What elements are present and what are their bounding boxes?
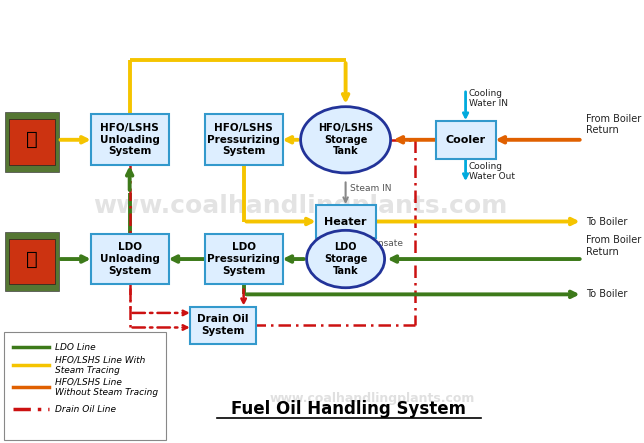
Text: Drain Oil
System: Drain Oil System [197, 315, 249, 336]
Text: To Boiler: To Boiler [585, 217, 627, 226]
Text: HFO/LSHS Line
Without Steam Tracing: HFO/LSHS Line Without Steam Tracing [55, 377, 158, 397]
FancyBboxPatch shape [6, 232, 59, 291]
Text: HFO/LSHS Line With
Steam Tracing: HFO/LSHS Line With Steam Tracing [55, 355, 145, 375]
FancyBboxPatch shape [9, 120, 55, 164]
FancyBboxPatch shape [9, 239, 55, 284]
Circle shape [301, 107, 391, 173]
Text: 🚃: 🚃 [26, 130, 38, 149]
FancyBboxPatch shape [6, 113, 59, 171]
FancyBboxPatch shape [316, 205, 375, 238]
Text: Condensate
Out: Condensate Out [350, 239, 404, 259]
Text: HFO/LSHS
Pressurizing
System: HFO/LSHS Pressurizing System [207, 123, 280, 156]
Text: www.coalhandlingplants.com: www.coalhandlingplants.com [93, 194, 508, 218]
Text: HFO/LSHS
Unloading
System: HFO/LSHS Unloading System [100, 123, 160, 156]
FancyBboxPatch shape [4, 332, 166, 440]
Text: From Boiler
Return: From Boiler Return [585, 235, 641, 257]
Text: To Boiler: To Boiler [585, 289, 627, 299]
Circle shape [307, 230, 384, 288]
FancyBboxPatch shape [205, 233, 283, 284]
FancyBboxPatch shape [189, 307, 256, 344]
FancyBboxPatch shape [91, 233, 169, 284]
Text: www.coalhandlingplants.com: www.coalhandlingplants.com [270, 392, 475, 404]
FancyBboxPatch shape [205, 114, 283, 165]
Text: Drain Oil Line: Drain Oil Line [55, 405, 116, 414]
Text: Steam IN: Steam IN [350, 184, 392, 193]
FancyBboxPatch shape [91, 114, 169, 165]
FancyBboxPatch shape [435, 121, 496, 159]
Text: From Boiler
Return: From Boiler Return [585, 114, 641, 136]
Text: HFO/LSHS
Storage
Tank: HFO/LSHS Storage Tank [318, 123, 373, 156]
Text: Cooling
Water IN: Cooling Water IN [469, 89, 507, 109]
Text: LDO Line: LDO Line [55, 343, 95, 352]
Text: Heater: Heater [325, 217, 367, 226]
Text: LDO
Storage
Tank: LDO Storage Tank [324, 242, 367, 276]
Text: LDO
Pressurizing
System: LDO Pressurizing System [207, 242, 280, 276]
Text: Cooling
Water Out: Cooling Water Out [469, 162, 515, 181]
Text: Fuel Oil Handling System: Fuel Oil Handling System [231, 400, 466, 418]
Text: LDO
Unloading
System: LDO Unloading System [100, 242, 160, 276]
Text: Cooler: Cooler [446, 135, 486, 145]
Text: 🚃: 🚃 [26, 249, 38, 268]
